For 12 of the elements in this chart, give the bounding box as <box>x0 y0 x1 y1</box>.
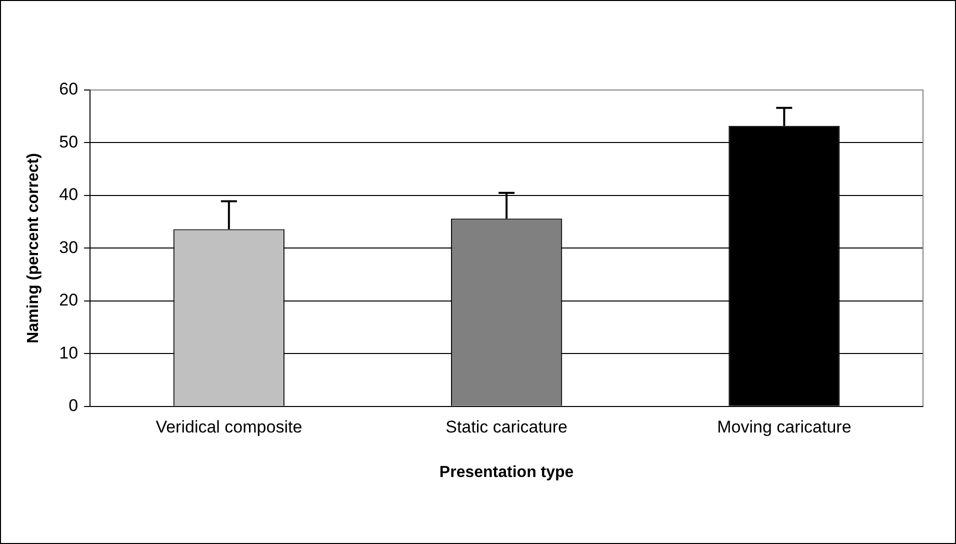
y-axis-title: Naming (percent correct) <box>25 153 42 344</box>
x-axis-title: Presentation type <box>439 464 574 481</box>
y-tick-label: 30 <box>59 238 78 257</box>
y-tick-label: 60 <box>59 80 78 99</box>
y-tick-label: 20 <box>59 290 78 310</box>
x-tick-label: Veridical composite <box>156 417 302 436</box>
y-tick-label: 40 <box>59 185 78 204</box>
x-tick-label: Moving caricature <box>717 417 852 436</box>
y-tick-label: 0 <box>68 396 78 416</box>
y-tick-label: 10 <box>59 343 78 362</box>
y-tick-label: 50 <box>59 132 78 152</box>
x-tick-label: Static caricature <box>446 417 568 436</box>
